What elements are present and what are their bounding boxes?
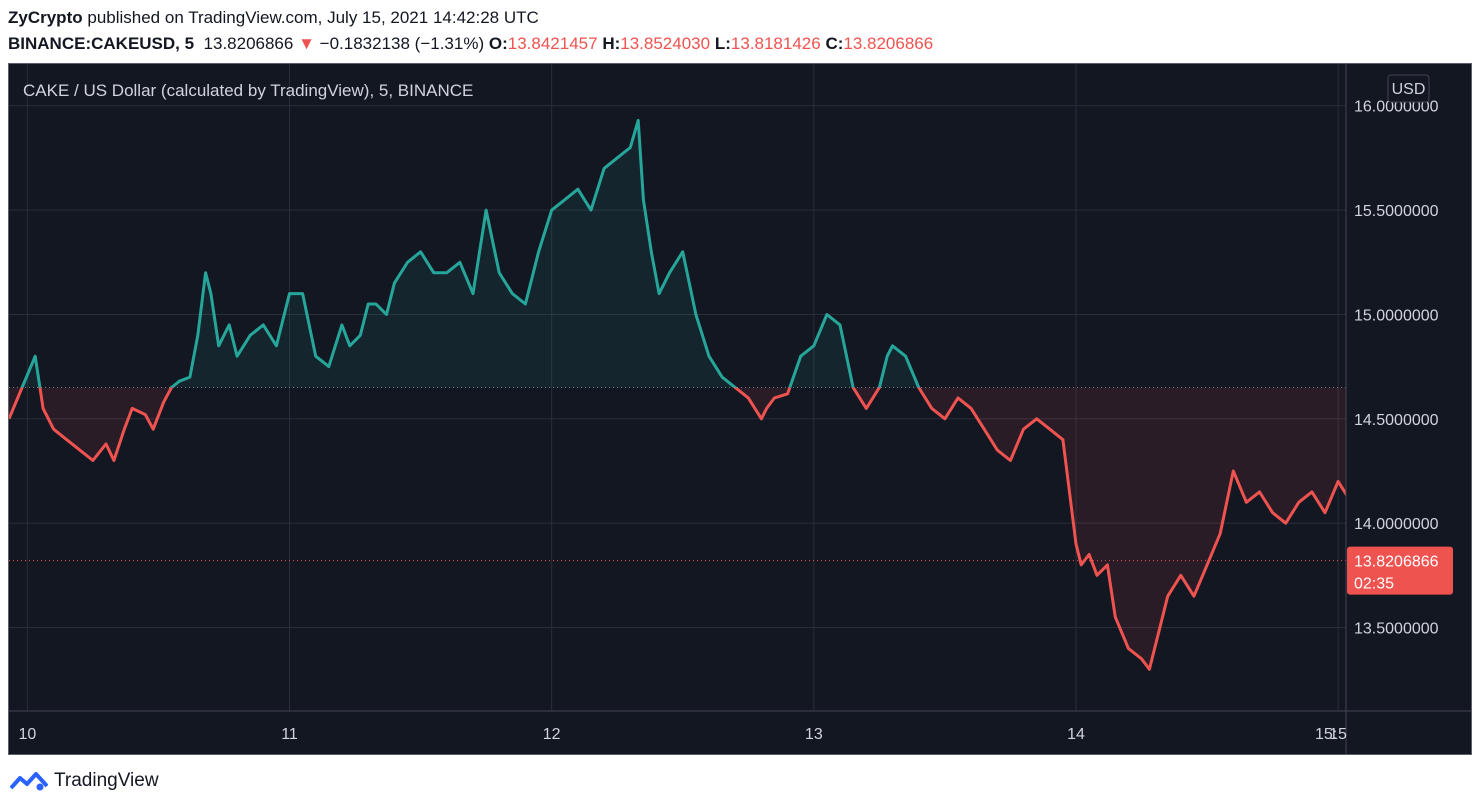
price-lines	[9, 118, 1346, 671]
x-tick-label: 10	[18, 726, 36, 743]
published-text: published on TradingView.com, July 15, 2…	[87, 8, 539, 27]
brand-name: TradingView	[54, 770, 159, 791]
area-fill-down	[9, 387, 1346, 670]
open-value: 13.8421457	[507, 34, 598, 53]
symbol-info-row: BINANCE:CAKEUSD, 5 13.8206866 ▼ −0.18321…	[8, 34, 933, 54]
area-fill-up	[9, 120, 1346, 388]
tradingview-logo-icon	[10, 772, 48, 791]
currency-label: USD	[1392, 81, 1426, 98]
low-label: L:	[714, 34, 731, 53]
publish-info: ZyCrypto published on TradingView.com, J…	[8, 8, 539, 28]
x-tick-label: 13	[805, 726, 823, 743]
x-tick-label: 12	[543, 726, 561, 743]
area-fills	[9, 120, 1346, 670]
price-chart[interactable]: CAKE / US Dollar (calculated by TradingV…	[9, 64, 1471, 754]
y-tick-label: 13.5000000	[1354, 621, 1439, 638]
close-label: C:	[825, 34, 844, 53]
grid-lines	[9, 64, 1346, 711]
high-label: H:	[602, 34, 621, 53]
x-tick-label: 15	[1329, 726, 1347, 743]
price-axis[interactable]: 16.0000000 15.5000000 15.0000000 14.5000000…	[1354, 99, 1439, 638]
x-tick-label: 11	[281, 726, 298, 743]
last-price-badge: 13.8206866 02:35	[1347, 546, 1453, 595]
currency-button[interactable]: USD	[1387, 74, 1430, 103]
y-tick-label: 15.5000000	[1354, 203, 1439, 220]
close-value: 13.8206866	[843, 34, 934, 53]
author-name[interactable]: ZyCrypto	[8, 8, 83, 27]
symbol-label: BINANCE:CAKEUSD, 5	[8, 34, 195, 53]
x-tick-label: 15:	[1315, 726, 1337, 743]
last-price: 13.8206866	[203, 34, 294, 53]
high-value: 13.8524030	[620, 34, 711, 53]
open-label: O:	[488, 34, 508, 53]
x-tick-label: 14	[1067, 726, 1085, 743]
tradingview-logo[interactable]: TradingView	[10, 770, 159, 792]
price-line-up	[20, 118, 921, 388]
price-change: −0.1832138 (−1.31%)	[319, 34, 485, 53]
y-tick-label: 14.0000000	[1354, 516, 1439, 533]
last-price-label: 13.8206866	[1354, 554, 1439, 571]
down-arrow-icon: ▼	[298, 34, 315, 53]
y-tick-label: 15.0000000	[1354, 307, 1439, 324]
y-tick-label: 16.0000000	[1354, 99, 1439, 116]
chart-title: CAKE / US Dollar (calculated by TradingV…	[23, 81, 473, 100]
chart-frame[interactable]: CAKE / US Dollar (calculated by TradingV…	[8, 63, 1472, 755]
countdown-label: 02:35	[1354, 576, 1394, 593]
low-value: 13.8181426	[730, 34, 821, 53]
price-line-down	[9, 387, 1346, 671]
y-tick-label: 14.5000000	[1354, 412, 1439, 429]
